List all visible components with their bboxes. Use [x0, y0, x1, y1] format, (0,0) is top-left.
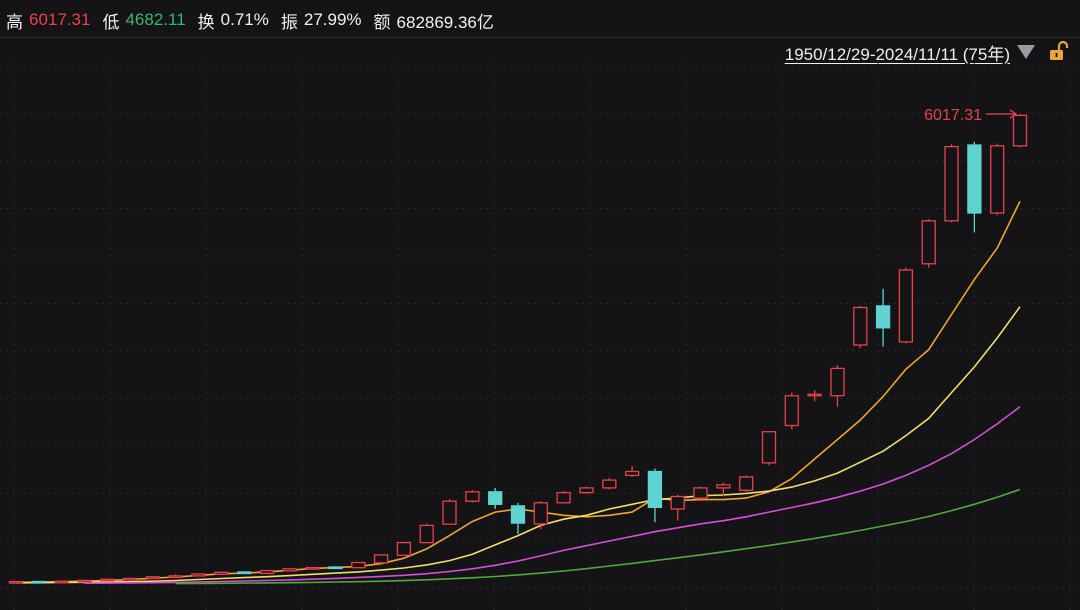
stat-label: 换: [197, 12, 215, 32]
dropdown-triangle-icon[interactable]: [1016, 44, 1036, 60]
max-annotation-label: 6017.31: [924, 107, 982, 124]
candle-body: [214, 571, 229, 575]
candle-body: [305, 566, 320, 570]
stat-low: 低 4682.11: [102, 8, 185, 33]
candle-body: [647, 470, 663, 509]
stat-value: 27.99%: [303, 10, 362, 29]
candle-body: [830, 367, 845, 397]
stat-turnover: 换 0.71%: [198, 8, 269, 33]
unlock-icon[interactable]: [1048, 40, 1070, 62]
candle-body: [351, 561, 366, 569]
stats-bar: 高 6017.31 低 4682.11 换 0.71% 振 27.99% 额 6…: [6, 8, 506, 32]
date-range-selector[interactable]: 1950/12/29-2024/11/11 (75年): [784, 45, 1010, 64]
candle-body: [54, 580, 69, 584]
stat-amount: 额 682869.36亿: [374, 8, 494, 33]
candle-body: [419, 524, 434, 544]
candle-body: [510, 505, 526, 524]
candle-body: [282, 568, 297, 572]
candle-body: [191, 573, 206, 577]
candle-body: [670, 495, 685, 510]
candle-body: [145, 576, 161, 580]
stat-label: 高: [6, 12, 23, 32]
stat-value: 0.71%: [220, 10, 269, 29]
stat-value: 4682.11: [125, 10, 186, 29]
candle-body: [944, 145, 959, 222]
candle-body: [488, 491, 503, 505]
candle-body: [898, 269, 914, 343]
candle-body: [122, 577, 138, 581]
candle-body: [579, 487, 594, 494]
candle-body: [761, 431, 777, 464]
candle-body: [624, 470, 640, 477]
stat-amplitude: 振 27.99%: [281, 8, 362, 33]
candle-body: [8, 580, 24, 584]
candle-body: [1012, 114, 1028, 147]
moving-average-line: [175, 488, 1021, 585]
max-annotation-arrow: [1009, 109, 1018, 119]
candle-body: [77, 579, 92, 583]
stat-label: 振: [280, 12, 298, 32]
stat-label: 额: [373, 12, 391, 32]
candle-body: [465, 491, 480, 502]
candle-body: [602, 479, 617, 489]
candle-body: [533, 502, 548, 525]
stat-value: 6017.31: [29, 10, 91, 29]
candle-body: [328, 566, 343, 570]
candle-body: [693, 487, 708, 499]
candle-body: [990, 145, 1005, 214]
header-divider: [0, 37, 1080, 38]
candle-body: [967, 144, 982, 214]
candle-body: [259, 569, 275, 575]
stat-label: 低: [102, 12, 120, 32]
candle-body: [807, 393, 822, 397]
candle-body: [396, 541, 412, 556]
moving-average-line: [15, 306, 1021, 584]
candle-body: [237, 571, 252, 575]
moving-average-line: [84, 406, 1021, 584]
candlestick-chart: 6017.31: [0, 62, 1080, 610]
candle-body: [100, 578, 115, 582]
candle-body: [853, 306, 868, 346]
candle-body: [875, 305, 891, 329]
candle-body: [716, 484, 731, 489]
candle-body: [784, 395, 799, 427]
candle-body: [168, 575, 183, 579]
candle-body: [921, 220, 936, 265]
candle-body: [739, 476, 754, 491]
candle-body: [373, 554, 389, 564]
stat-value: 682869.36亿: [396, 12, 494, 32]
stat-high: 高 6017.31: [6, 8, 90, 33]
candle-body: [442, 500, 457, 525]
candle-body: [556, 491, 571, 504]
candle-body: [31, 580, 46, 584]
